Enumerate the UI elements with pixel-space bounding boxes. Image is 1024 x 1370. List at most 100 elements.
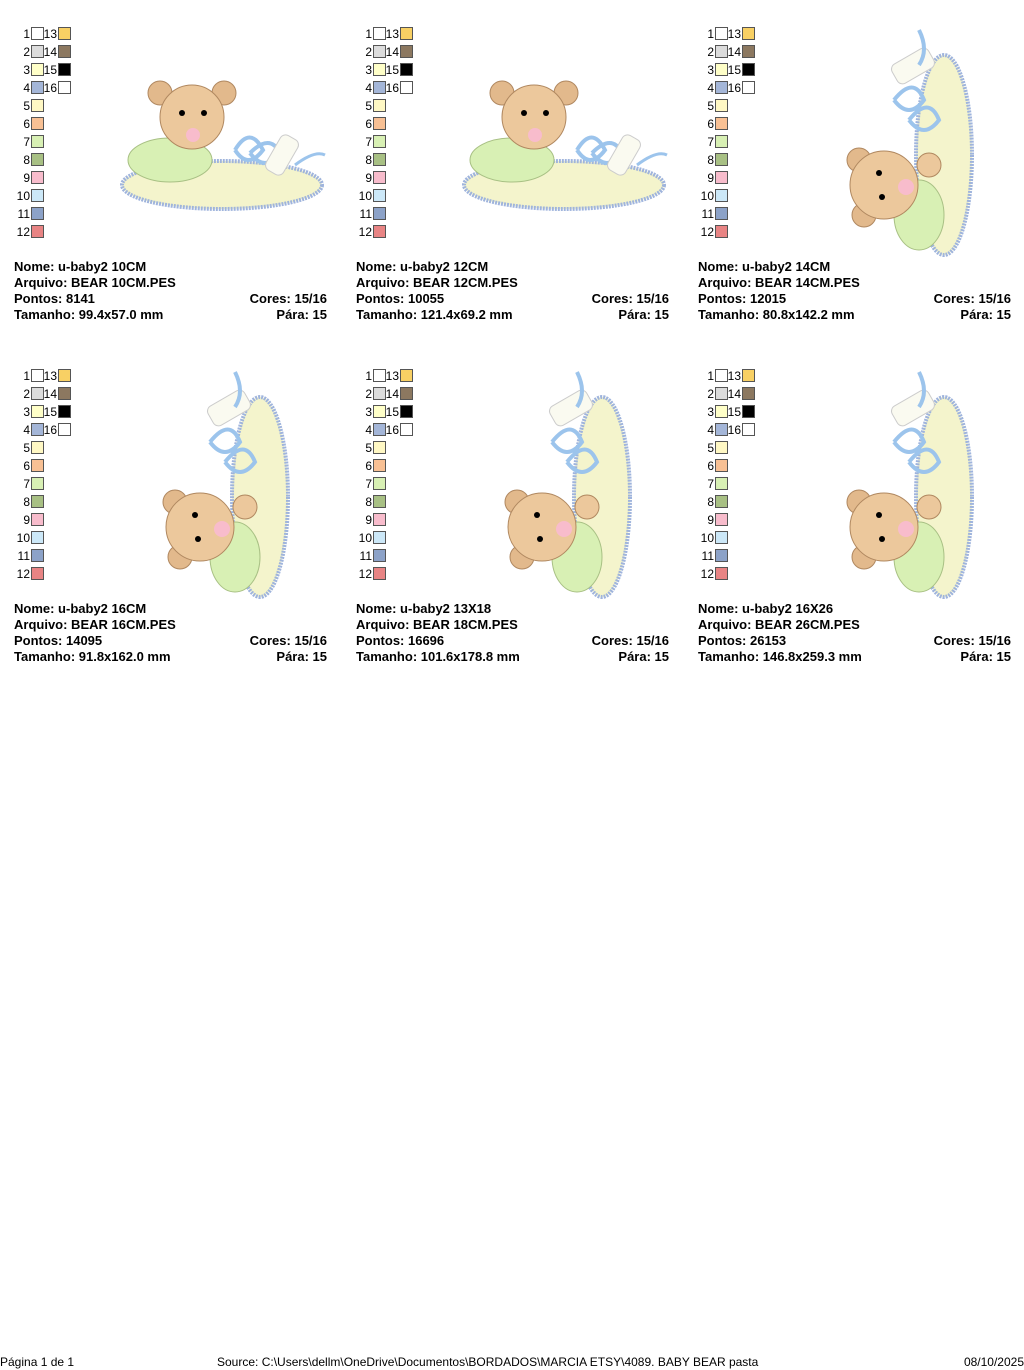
color-number: 1 — [23, 369, 30, 383]
color-number: 10 — [358, 189, 372, 203]
design-name: Nome: u-baby2 16X26 — [698, 601, 834, 616]
color-swatch — [715, 513, 728, 526]
color-number: 6 — [707, 459, 714, 473]
color-number: 11 — [17, 549, 30, 563]
color-number: 11 — [359, 207, 372, 221]
design-name: Nome: u-baby2 12CM — [356, 259, 489, 274]
color-number: 8 — [707, 153, 714, 167]
color-swatch — [742, 387, 755, 400]
color-number: 6 — [23, 459, 30, 473]
color-number: 6 — [365, 459, 372, 473]
color-number: 8 — [707, 495, 714, 509]
color-swatch — [31, 513, 44, 526]
color-swatch — [31, 423, 44, 436]
color-swatch — [373, 63, 386, 76]
stop-count: Pára: 15 — [276, 649, 327, 664]
color-number: 5 — [707, 99, 714, 113]
print-date: 08/10/2025 — [963, 1355, 1024, 1369]
color-swatch — [400, 405, 413, 418]
color-swatch — [58, 423, 71, 436]
color-swatch — [31, 495, 44, 508]
color-swatch — [31, 567, 44, 580]
color-swatch — [31, 369, 44, 382]
color-number: 11 — [17, 207, 30, 221]
design-file: Arquivo: BEAR 14CM.PES — [698, 275, 860, 290]
color-number: 7 — [707, 477, 714, 491]
color-number: 9 — [365, 513, 372, 527]
design-preview — [846, 371, 974, 599]
color-swatch — [742, 405, 755, 418]
color-number: 3 — [707, 405, 714, 419]
color-count: Cores: 15/16 — [591, 633, 669, 648]
color-number: 3 — [365, 405, 372, 419]
color-swatch — [373, 207, 386, 220]
color-number: 14 — [43, 387, 57, 401]
design-file: Arquivo: BEAR 18CM.PES — [356, 617, 518, 632]
color-swatch — [373, 45, 386, 58]
color-number: 3 — [365, 63, 372, 77]
color-number: 13 — [385, 27, 399, 41]
color-swatch — [373, 441, 386, 454]
color-number: 14 — [727, 387, 741, 401]
color-swatch — [373, 189, 386, 202]
color-swatch — [373, 117, 386, 130]
color-swatch — [31, 405, 44, 418]
color-swatch — [400, 63, 413, 76]
stop-count: Pára: 15 — [960, 649, 1011, 664]
color-number: 14 — [385, 45, 399, 59]
color-number: 15 — [385, 63, 399, 77]
color-number: 6 — [23, 117, 30, 131]
stitch-count: Pontos: 14095 — [14, 633, 103, 648]
color-number: 7 — [23, 477, 30, 491]
color-swatch — [715, 495, 728, 508]
color-swatch — [31, 477, 44, 490]
stitch-count: Pontos: 12015 — [698, 291, 787, 306]
color-swatch — [715, 135, 728, 148]
page-number: Página 1 de 1 — [0, 1355, 75, 1369]
color-swatch — [31, 135, 44, 148]
color-swatch — [715, 369, 728, 382]
color-number: 11 — [701, 549, 714, 563]
source-path: Source: C:\Users\dellm\OneDrive\Document… — [217, 1355, 759, 1369]
color-number: 13 — [385, 369, 399, 383]
color-number: 12 — [358, 567, 372, 581]
design-file: Arquivo: BEAR 10CM.PES — [14, 275, 176, 290]
color-swatch — [31, 45, 44, 58]
color-number: 12 — [700, 225, 714, 239]
design-card: 1 2 3 4 5 6 7 8 9 10 11 12 13 14 15 16 Nome: u-baby2 16C… — [10, 367, 330, 677]
color-number: 5 — [365, 99, 372, 113]
color-number: 4 — [365, 81, 372, 95]
color-number: 4 — [707, 423, 714, 437]
color-number: 3 — [23, 405, 30, 419]
stitch-count: Pontos: 16696 — [356, 633, 445, 648]
design-card: 1 2 3 4 5 6 7 8 9 10 11 12 13 14 15 16 Nome: u-baby2 14C… — [694, 25, 1014, 335]
color-number: 10 — [700, 531, 714, 545]
color-number: 7 — [365, 477, 372, 491]
color-number: 2 — [707, 45, 714, 59]
design-size: Tamanho: 121.4x69.2 mm — [356, 307, 513, 322]
color-swatch — [715, 117, 728, 130]
color-swatch — [373, 135, 386, 148]
color-swatch — [31, 27, 44, 40]
color-number: 12 — [358, 225, 372, 239]
color-number: 7 — [23, 135, 30, 149]
design-card: 1 2 3 4 5 6 7 8 9 10 11 12 13 14 15 16 Nome: u-baby2 10C… — [10, 25, 330, 335]
design-name: Nome: u-baby2 13X18 — [356, 601, 492, 616]
color-number: 9 — [23, 171, 30, 185]
color-swatch — [373, 567, 386, 580]
color-swatch — [31, 117, 44, 130]
color-number: 14 — [43, 45, 57, 59]
color-swatch — [715, 549, 728, 562]
color-swatch — [715, 81, 728, 94]
design-size: Tamanho: 80.8x142.2 mm — [698, 307, 855, 322]
color-number: 2 — [365, 387, 372, 401]
stop-count: Pára: 15 — [618, 649, 669, 664]
color-swatch — [58, 45, 71, 58]
color-swatch — [400, 81, 413, 94]
color-swatch — [400, 387, 413, 400]
color-count: Cores: 15/16 — [933, 291, 1011, 306]
color-swatch — [58, 387, 71, 400]
color-swatch — [31, 225, 44, 238]
color-number: 4 — [23, 423, 30, 437]
color-number: 5 — [707, 441, 714, 455]
